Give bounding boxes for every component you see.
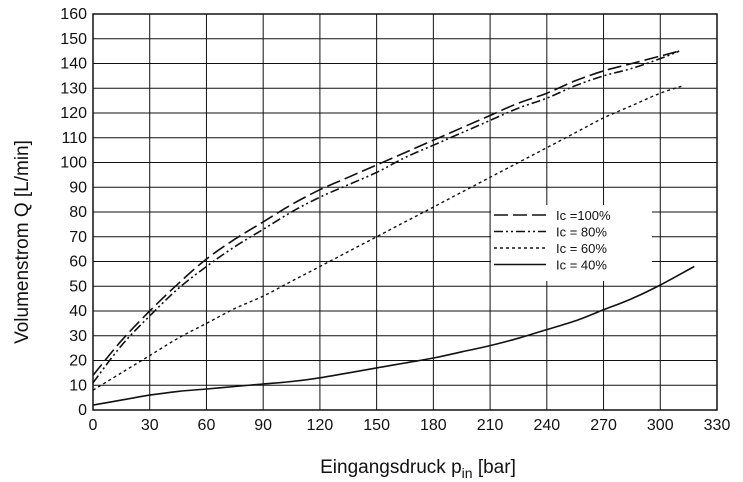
series-line-2 <box>92 50 680 384</box>
y-tick-label: 80 <box>69 204 87 221</box>
y-tick-label: 160 <box>60 6 87 23</box>
y-tick-label: 140 <box>60 56 87 73</box>
x-tick-label: 120 <box>307 417 334 434</box>
y-tick-label: 30 <box>69 328 87 345</box>
x-tick-label: 180 <box>420 417 447 434</box>
legend-label-1: Ic =100% <box>556 208 611 223</box>
x-tick-label: 330 <box>704 417 731 434</box>
x-tick-label: 240 <box>533 417 560 434</box>
legend-box <box>491 205 652 281</box>
x-axis-ticks: 0 30 60 90 120 150 180 210 240 270 300 330 <box>89 417 731 434</box>
y-tick-label: 100 <box>60 155 87 172</box>
y-tick-label: 0 <box>78 402 87 419</box>
y-tick-label: 20 <box>69 353 87 370</box>
legend-label-4: Ic = 40% <box>556 258 607 273</box>
y-tick-label: 120 <box>60 105 87 122</box>
grid <box>92 13 718 411</box>
x-axis-title-subscript: in <box>462 465 473 481</box>
y-tick-label: 10 <box>69 377 87 394</box>
legend-label-2: Ic = 80% <box>556 225 607 240</box>
y-tick-label: 50 <box>69 278 87 295</box>
y-tick-label: 150 <box>60 31 87 48</box>
x-axis-title-main: Eingangsdruck p <box>320 457 462 478</box>
series-line-3 <box>92 85 684 391</box>
y-tick-label: 90 <box>69 179 87 196</box>
x-axis-title-unit: [bar] <box>473 457 516 478</box>
y-axis-ticks: 0 10 20 30 40 50 60 70 80 90 100 110 120 130 140 150 160 <box>60 6 87 419</box>
y-tick-label: 110 <box>61 130 87 147</box>
y-tick-label: 70 <box>69 229 87 246</box>
series-lines <box>92 50 695 406</box>
legend-label-3: Ic = 60% <box>556 241 607 256</box>
y-tick-label: 60 <box>69 254 87 271</box>
plot-frame <box>92 13 718 411</box>
y-axis-title: Volumenstrom Q [L/min] <box>12 140 33 344</box>
x-tick-label: 60 <box>198 417 216 434</box>
x-axis-title: Eingangsdruck pin [bar] <box>320 457 516 481</box>
x-tick-label: 210 <box>477 417 504 434</box>
series-line-1 <box>92 50 680 376</box>
x-tick-label: 270 <box>590 417 617 434</box>
x-tick-label: 90 <box>254 417 272 434</box>
x-tick-label: 30 <box>141 417 159 434</box>
x-tick-label: 300 <box>647 417 674 434</box>
series-line-4 <box>92 265 695 406</box>
y-tick-label: 130 <box>60 80 87 97</box>
x-tick-label: 150 <box>363 417 390 434</box>
y-tick-label: 40 <box>69 303 87 320</box>
x-tick-label: 0 <box>89 417 98 434</box>
legend: Ic =100% Ic = 80%Ic = 60% Ic = 40% <box>491 205 652 281</box>
